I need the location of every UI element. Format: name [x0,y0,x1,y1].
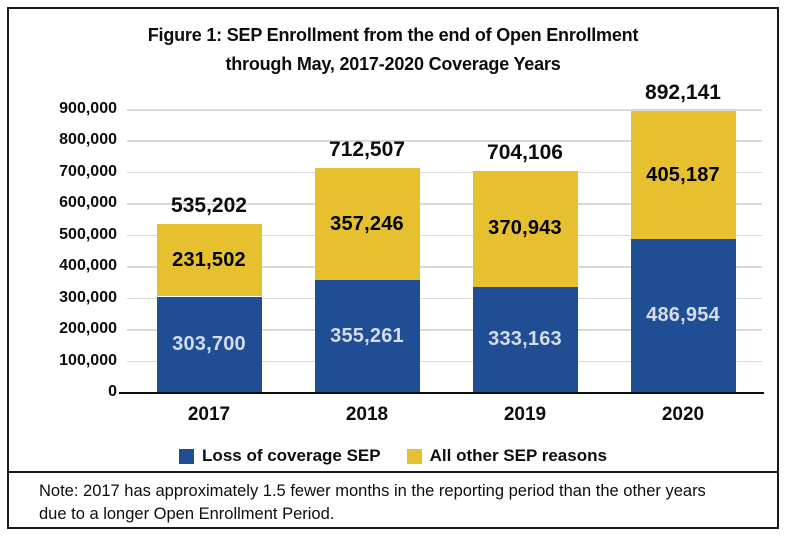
bar-segment-all-other-2019: 370,943 [472,170,578,288]
chart-title-line2: through May, 2017-2020 Coverage Years [225,54,561,74]
x-axis-label-2018: 2018 [345,404,389,425]
gridline [127,360,762,363]
gridline [127,297,762,300]
y-axis-tick-label: 600,000 [59,194,117,212]
bar-segment-loss-of-coverage-2017: 303,700 [156,296,262,392]
legend-item-loss-of-coverage: Loss of coverage SEP [179,446,381,466]
chart-title: Figure 1: SEP Enrollment from the end of… [9,21,777,79]
bar-segment-all-other-2017: 231,502 [156,223,262,297]
legend-label: Loss of coverage SEP [202,446,381,465]
gridline [127,329,762,331]
gridline [127,171,762,174]
y-axis-tick-label: 800,000 [59,131,117,149]
y-axis-tick-label: 900,000 [59,100,117,117]
y-axis-tick-label: 700,000 [59,162,117,180]
y-axis-tick-label: 500,000 [59,225,117,243]
y-axis-tick-label: 100,000 [59,351,117,369]
y-axis: 0 100,000 200,000 300,000 400,000 500,000 600,… [9,100,117,400]
legend-item-all-other: All other SEP reasons [406,446,607,466]
bar-segment-loss-of-coverage-2019: 333,163 [472,287,578,392]
gridline [127,266,762,268]
x-axis-line [119,391,764,394]
chart-title-line1: Figure 1: SEP Enrollment from the end of… [147,25,639,45]
note-separator-line [9,471,777,473]
bar-total-label-2017: 535,202 [171,193,247,217]
gridline [127,109,762,111]
y-axis-tick-label: 400,000 [59,257,117,275]
y-axis-tick-label: 200,000 [59,320,117,338]
gridline [127,140,762,142]
legend-swatch-yellow-icon [406,448,422,464]
legend-label: All other SEP reasons [429,446,607,465]
bar-segment-all-other-2020: 405,187 [630,111,736,239]
bar-total-label-2020: 892,141 [645,81,721,105]
y-axis-tick-label: 0 [108,383,117,400]
note-text: Note: 2017 has approximately 1.5 fewer m… [39,482,706,523]
gridline [127,234,762,237]
bar-segment-loss-of-coverage-2018: 355,261 [314,280,420,392]
bar-segment-loss-of-coverage-2020: 486,954 [630,238,736,392]
gridline [127,203,762,205]
legend-swatch-blue-icon [179,448,195,464]
y-axis-tick-label: 300,000 [59,288,117,306]
legend: Loss of coverage SEP All other SEP reaso… [9,446,777,466]
x-axis-label-2020: 2020 [661,404,705,425]
bar-total-label-2019: 704,106 [487,140,563,164]
bar-total-label-2018: 712,507 [329,137,405,161]
x-axis-label-2017: 2017 [187,404,231,425]
figure-frame: Figure 1: SEP Enrollment from the end of… [7,7,779,529]
plot-area: 303,700 231,502 535,202 2017 355,261 357,246 7… [119,81,764,425]
bar-segment-all-other-2018: 357,246 [314,167,420,281]
x-axis-label-2019: 2019 [503,404,547,425]
